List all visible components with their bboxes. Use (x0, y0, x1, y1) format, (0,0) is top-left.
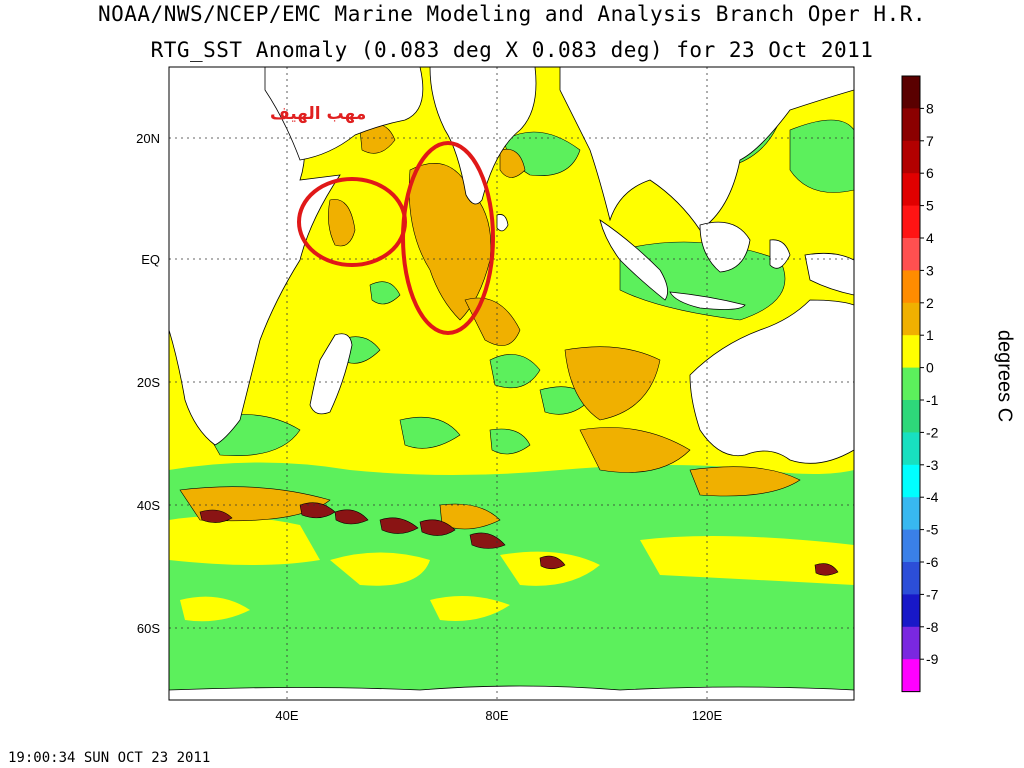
longitude-label: 40E (275, 708, 298, 723)
strong-positive-anomaly-cell (199, 509, 233, 523)
strong-positive-anomaly-cell (419, 519, 456, 536)
chart-title-line1: NOAA/NWS/NCEP/EMC Marine Modeling and An… (97, 2, 926, 26)
australia-landmass (689, 299, 854, 464)
colorbar-swatch (902, 108, 920, 142)
colorbar-label: 3 (926, 262, 934, 278)
negative-anomaly-patch (489, 428, 531, 455)
colorbar-swatch (902, 562, 920, 595)
colorbar-swatch (902, 270, 920, 304)
colorbar-swatch (902, 173, 920, 207)
latitude-label: 20N (136, 131, 160, 146)
southern-positive-patch (330, 552, 430, 586)
negative-anomaly-patch (369, 281, 401, 305)
colorbar-swatch (902, 497, 920, 531)
colorbar-label: -6 (926, 554, 939, 570)
colorbar-label: -9 (926, 651, 939, 667)
strong-positive-anomaly-cell (469, 532, 506, 549)
antarctica-landmass (169, 685, 854, 700)
colorbar-label: 8 (926, 100, 934, 116)
colorbar-swatch (902, 594, 920, 628)
colorbar-swatch (902, 464, 920, 498)
colorbar-units-label: degrees C (993, 329, 1016, 423)
latitude-labels: 20N EQ 20S 40S 60S (136, 131, 160, 636)
java-landmass (669, 291, 746, 310)
india-landmass (429, 67, 537, 205)
africa-landmass (169, 67, 341, 446)
colorbar-label: -8 (926, 619, 939, 635)
colorbar-swatch (902, 302, 920, 336)
longitude-label: 120E (692, 708, 723, 723)
colorbar-label: -7 (926, 586, 939, 602)
colorbar-swatch (902, 432, 920, 466)
longitude-label: 80E (485, 708, 508, 723)
colorbar-swatch (902, 367, 920, 401)
annotation-arabic-text: مهب الهيف (270, 104, 367, 124)
colorbar-swatch (902, 76, 920, 109)
southern-positive-patch (430, 596, 510, 621)
negative-anomaly-patch (399, 416, 461, 449)
negative-anomaly-patch (619, 241, 786, 321)
strong-positive-anomaly-cell (539, 555, 566, 570)
colorbar-label: 0 (926, 360, 934, 376)
colorbar-label: 2 (926, 295, 934, 311)
negative-anomaly-patch (489, 354, 541, 389)
colorbar-label: -4 (926, 489, 939, 505)
positive-anomaly-patch (564, 346, 661, 421)
sumatra-landmass (599, 219, 668, 301)
colorbar-label: 4 (926, 230, 934, 246)
positive-anomaly-patch (499, 148, 526, 178)
colorbar-label: -1 (926, 392, 939, 408)
southern-positive-patch (180, 596, 250, 622)
positive-anomaly-patch (328, 199, 356, 247)
sri-lanka-landmass (496, 214, 509, 232)
colorbar-swatch (902, 238, 920, 271)
strong-positive-anomaly-cell (379, 517, 419, 534)
colorbar-swatch (902, 140, 920, 174)
positive-anomaly-patch (689, 466, 801, 497)
colorbar-swatch (902, 400, 920, 433)
colorbar-swatch (902, 659, 920, 693)
chart-title-line2: RTG_SST Anomaly (0.083 deg X 0.083 deg) … (150, 38, 874, 62)
new-guinea-landmass (804, 252, 854, 296)
render-timestamp: 19:00:34 SUN OCT 23 2011 (8, 750, 211, 766)
colorbar-label: 5 (926, 198, 934, 214)
latitude-label: EQ (141, 252, 160, 267)
map-frame (168, 66, 855, 701)
colorbar-swatch (902, 335, 920, 369)
southern-positive-patch (640, 536, 854, 585)
colorbar-label: 1 (926, 327, 934, 343)
colorbar: 8 7 6 5 4 3 2 1 0 -1 -2 -3 -4 -5 -6 -7 -8 -9 (901, 75, 939, 693)
longitude-labels: 40E 80E 120E (275, 708, 722, 723)
positive-anomaly-patch (579, 427, 691, 473)
colorbar-swatch (902, 205, 920, 239)
strong-positive-anomaly-cell (814, 563, 839, 576)
colorbar-swatch (902, 626, 920, 660)
colorbar-label: 6 (926, 165, 934, 181)
latitude-label: 40S (137, 498, 160, 513)
latitude-label: 20S (137, 375, 160, 390)
colorbar-swatch (902, 529, 920, 563)
strong-positive-anomaly-cell (334, 509, 369, 525)
se-asia-landmass (559, 67, 854, 231)
sulawesi-landmass (769, 239, 791, 269)
colorbar-frame (901, 75, 921, 693)
colorbar-label: -5 (926, 522, 939, 538)
land-masses (169, 67, 854, 700)
positive-anomaly-patch (439, 503, 501, 530)
southern-positive-patch (169, 516, 320, 565)
borneo-landmass (699, 221, 751, 273)
colorbar-label: -2 (926, 424, 939, 440)
arabia-landmass (264, 67, 424, 161)
latitude-label: 60S (137, 621, 160, 636)
madagascar-landmass (309, 333, 353, 415)
annotation-circle-east (401, 141, 495, 335)
map-content (169, 67, 854, 700)
colorbar-label: -3 (926, 457, 939, 473)
colorbar-label: 7 (926, 133, 934, 149)
graticule (169, 67, 854, 700)
